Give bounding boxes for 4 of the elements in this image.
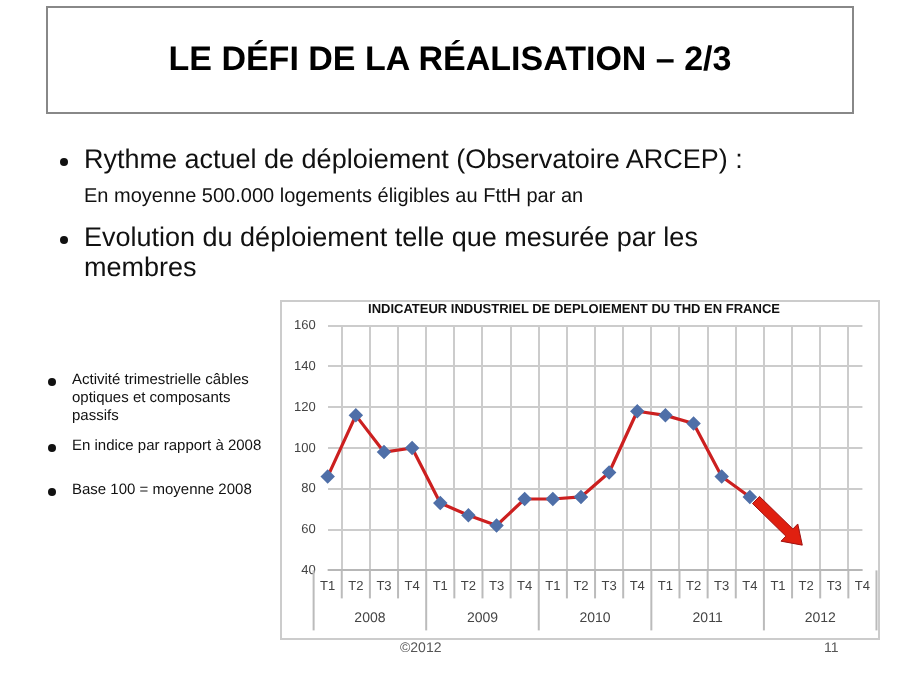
chart-title: LE DÉFI DE LA RÉALISATION – 2/3: [46, 6, 854, 114]
text: En moyenne 500.000 logements éligibles au FttH par an: [84, 186, 584, 208]
text: Evolution du déploiement telle que mesurée par les membres: [84, 222, 700, 282]
text: Rythme actuel de déploiement (Observatoire ARCEP) :: [84, 144, 743, 174]
